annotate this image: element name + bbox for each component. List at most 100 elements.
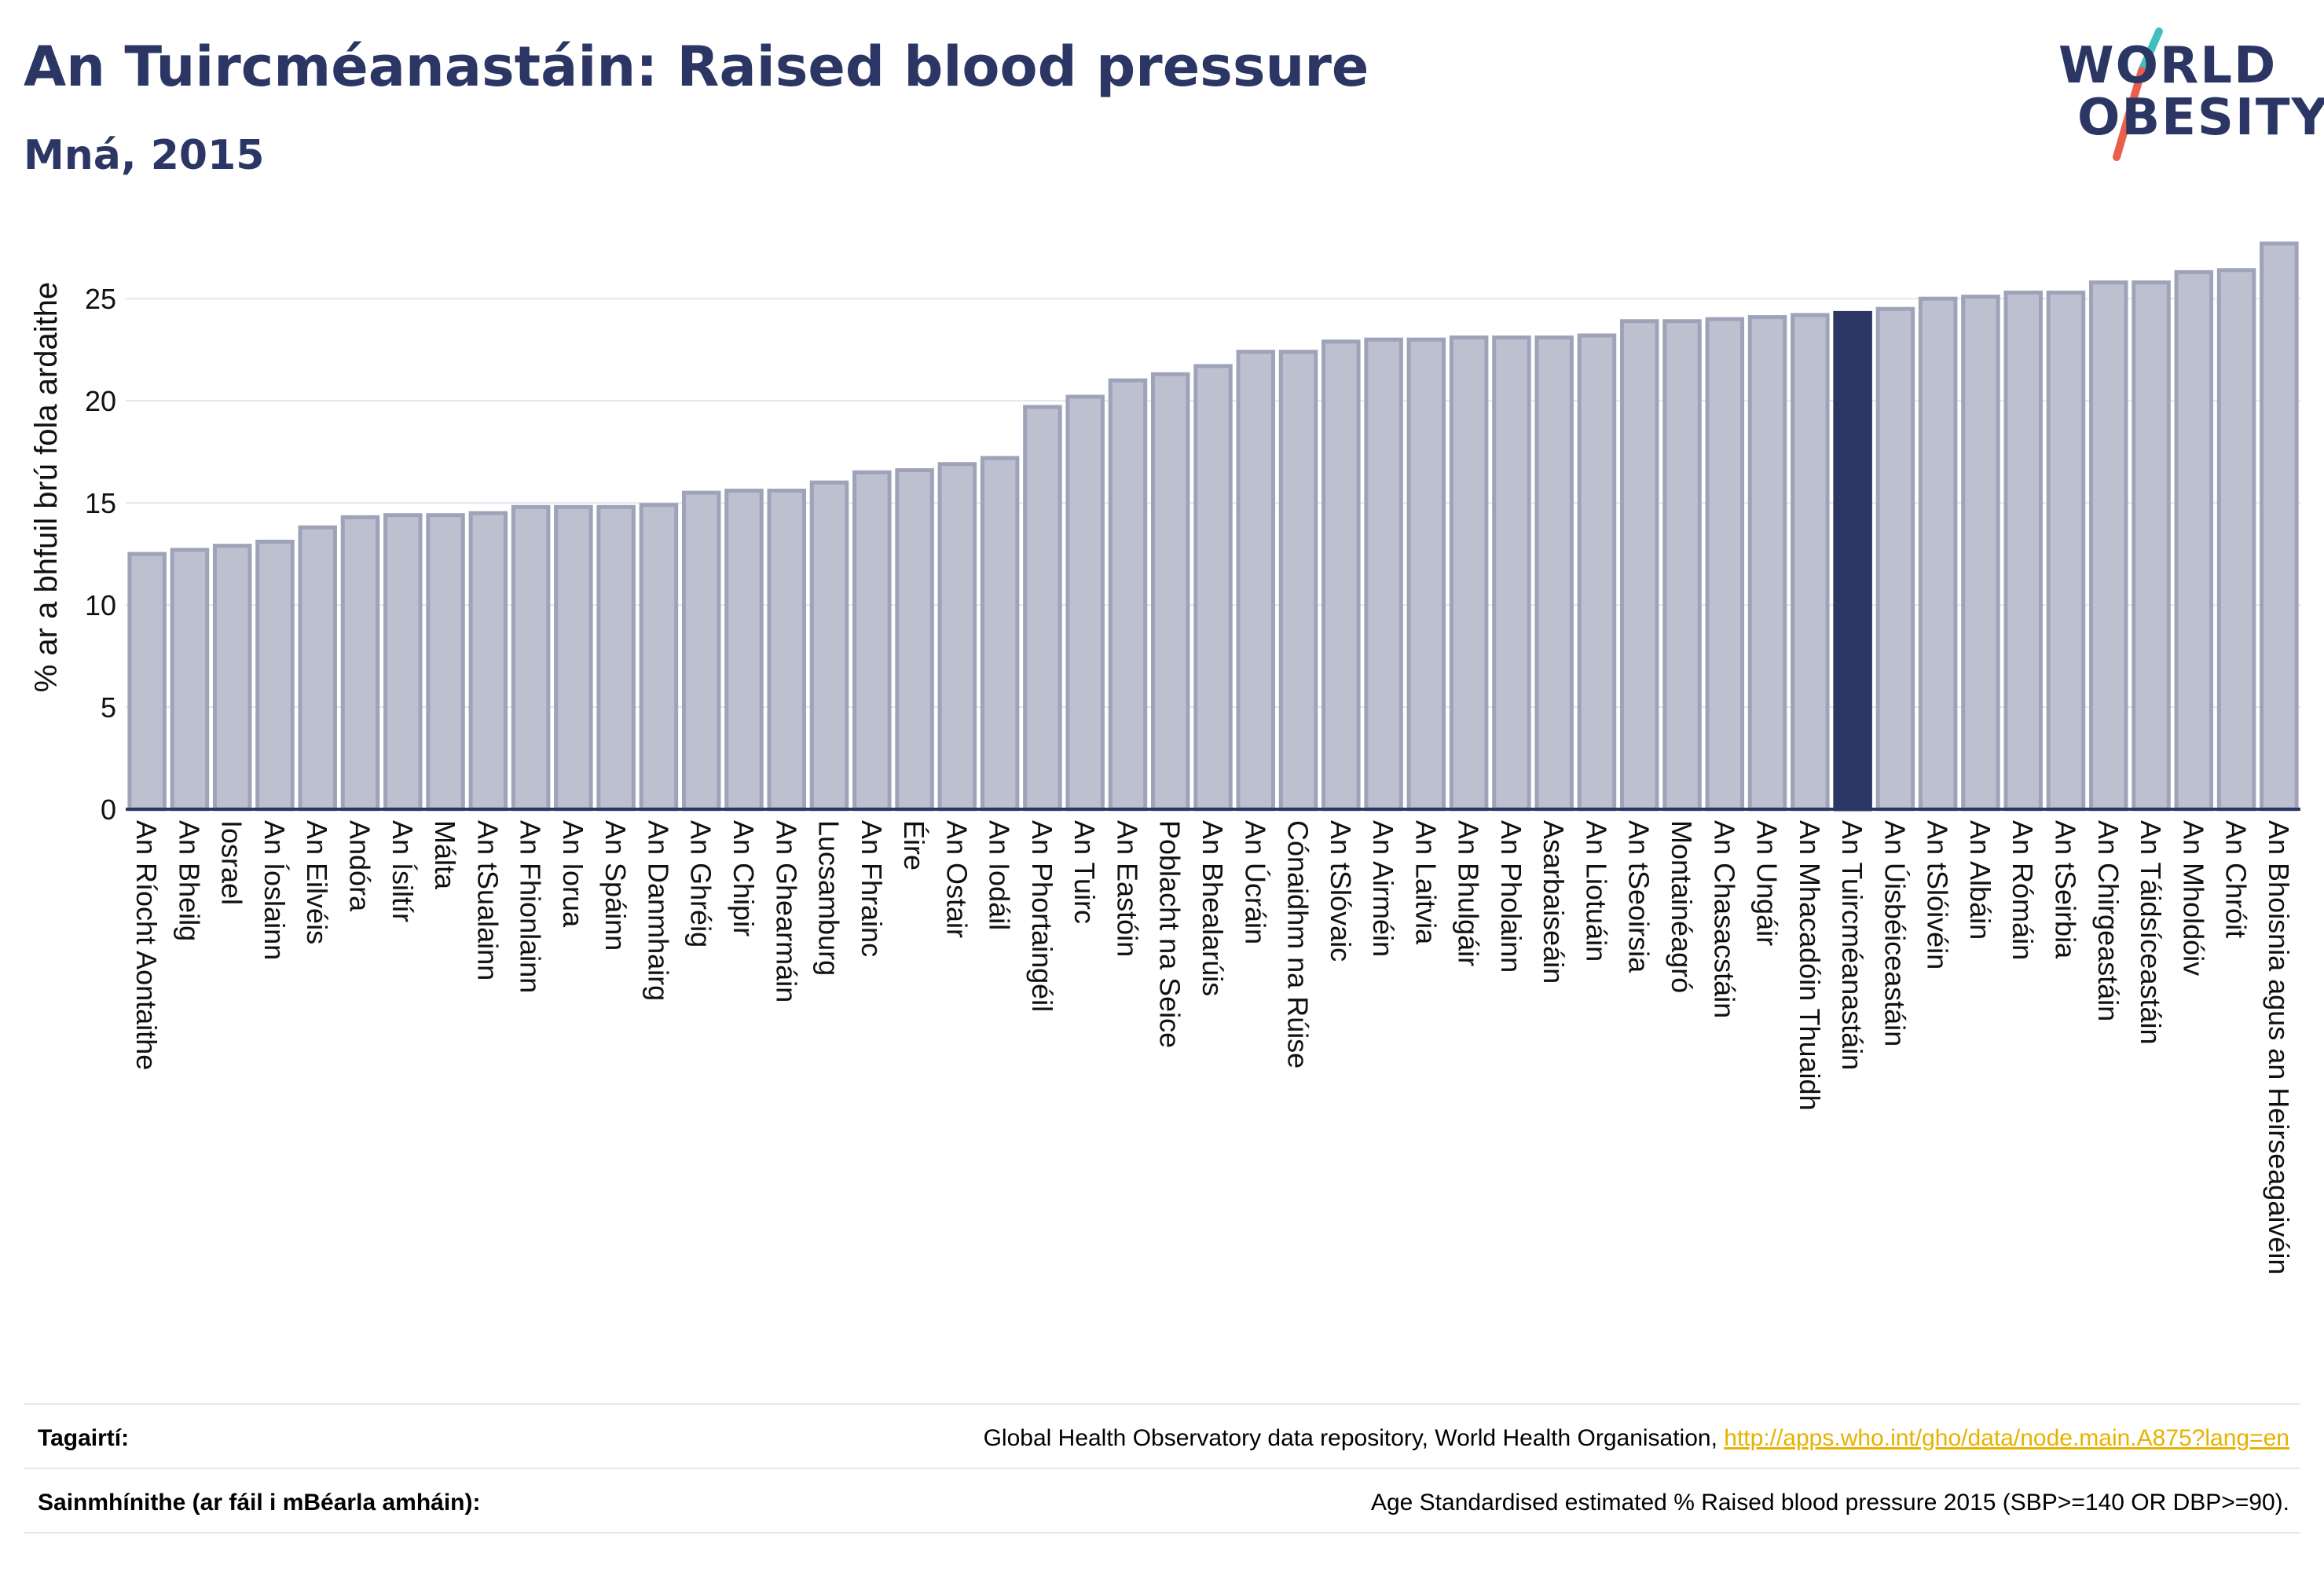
bar[interactable]: [1875, 306, 1915, 812]
category-label: Asarbaiseáin: [1538, 820, 1570, 984]
bar[interactable]: [767, 489, 807, 812]
bar[interactable]: [724, 489, 764, 812]
bar[interactable]: [852, 470, 892, 812]
category-label: An Ghréig: [685, 820, 717, 947]
category-label: An Phortaingéil: [1026, 820, 1058, 1012]
y-tick-label: 15: [85, 487, 116, 519]
bar[interactable]: [1193, 364, 1233, 812]
bar[interactable]: [937, 462, 977, 812]
bar[interactable]: [1406, 337, 1446, 812]
bar[interactable]: [1791, 313, 1830, 812]
references-text: Global Health Observatory data repositor…: [983, 1425, 1725, 1451]
bar[interactable]: [1705, 317, 1745, 812]
bar[interactable]: [2132, 280, 2171, 812]
bar[interactable]: [2089, 280, 2128, 812]
category-label: Andóra: [344, 820, 376, 912]
category-label: An Táidsíceastáin: [2135, 820, 2167, 1045]
bar[interactable]: [255, 539, 295, 812]
category-label: An Chirgeastáin: [2092, 820, 2124, 1021]
bar[interactable]: [1449, 335, 1489, 812]
bar[interactable]: [2046, 290, 2086, 812]
y-tick-label: 5: [101, 691, 116, 724]
bar[interactable]: [1321, 339, 1361, 812]
definitions-label: Sainmhínithe (ar fáil i mBéarla amháin):: [38, 1490, 481, 1516]
bar[interactable]: [1577, 333, 1617, 812]
category-label: An Iorua: [557, 820, 589, 928]
category-label: An tSualainn: [471, 820, 504, 980]
bar[interactable]: [596, 504, 636, 812]
category-label: Poblacht na Seice: [1154, 820, 1186, 1048]
category-label: An Pholainn: [1495, 820, 1527, 973]
bar[interactable]: [1534, 335, 1574, 812]
bar[interactable]: [511, 504, 551, 812]
category-label: An tSlóivéin: [1922, 820, 1954, 969]
bar[interactable]: [1918, 296, 1958, 812]
bar[interactable]: [639, 503, 679, 812]
category-label: An Danmhairg: [642, 820, 674, 1001]
bar[interactable]: [554, 504, 593, 812]
logo-line2: OBESITY: [2077, 89, 2324, 147]
bar[interactable]: [127, 552, 167, 812]
bar[interactable]: [1065, 394, 1105, 812]
category-labels: An Ríocht Aontaithe An Bheilg Iosrael An Ío…: [130, 820, 2295, 1274]
bar[interactable]: [1747, 315, 1787, 812]
category-label: An Ostair: [940, 820, 973, 938]
definitions-row: Sainmhínithe (ar fáil i mBéarla amháin):…: [24, 1468, 2300, 1532]
category-label: An Mholdóiv: [2177, 820, 2209, 976]
category-label: An Úcráin: [1239, 820, 1271, 944]
bar[interactable]: [2003, 290, 2043, 812]
y-tick-label: 20: [85, 385, 116, 417]
references-row: Tagairtí: Global Health Observatory data…: [24, 1403, 2300, 1468]
bar[interactable]: [298, 525, 337, 812]
bar[interactable]: [2174, 269, 2214, 812]
category-label: Lucsamburg: [813, 820, 845, 976]
bar[interactable]: [1278, 350, 1318, 812]
bar[interactable]: [2260, 241, 2299, 812]
bar[interactable]: [383, 513, 423, 812]
bar[interactable]: [1236, 350, 1276, 812]
category-label: An Fhionlainn: [515, 820, 547, 993]
category-label: An Eilvéis: [301, 820, 333, 944]
category-label: An Iodáil: [984, 820, 1016, 930]
bar[interactable]: [2216, 268, 2256, 812]
category-label: An Ghearmáin: [770, 820, 802, 1002]
category-label: An tSeoirsia: [1623, 820, 1655, 973]
world-obesity-logo[interactable]: WORLD OBESITY: [2043, 24, 2324, 165]
bar[interactable]: [1150, 372, 1190, 812]
bar[interactable]: [1364, 337, 1403, 812]
category-label: Cónaidhm na Rúise: [1282, 820, 1314, 1068]
bar[interactable]: [340, 515, 380, 812]
bar[interactable]: [1662, 319, 1702, 812]
category-label: An Ríocht Aontaithe: [130, 820, 163, 1070]
bar[interactable]: [1833, 310, 1872, 812]
bar[interactable]: [681, 490, 721, 812]
category-label: An Ungáir: [1751, 820, 1783, 946]
bar[interactable]: [170, 548, 210, 812]
category-label: An Fhrainc: [856, 820, 888, 957]
bar[interactable]: [980, 456, 1020, 812]
bar[interactable]: [426, 513, 465, 812]
y-axis-label: % ar a bhfuil brú fola ardaithe: [29, 282, 64, 693]
category-label: An Tuirc: [1069, 820, 1101, 924]
bar[interactable]: [1108, 378, 1148, 812]
category-label: Málta: [429, 820, 461, 890]
logo-slash-icon: [2113, 27, 2163, 161]
page-title: An Tuircméanastáin: Raised blood pressur…: [24, 35, 1369, 99]
category-label: An Bhoisnia agus an Heirseagaivéin: [2263, 820, 2295, 1274]
references-link[interactable]: http://apps.who.int/gho/data/node.main.A…: [1724, 1425, 2289, 1451]
bar[interactable]: [809, 480, 849, 812]
category-label: An tSlóvaic: [1325, 820, 1357, 962]
bar[interactable]: [1961, 295, 2000, 812]
bar-chart: 0 5 10 15 20 25 An Ríocht Aontaithe An Bheilg I…: [29, 241, 2300, 1274]
bar[interactable]: [212, 544, 252, 812]
y-tick-label: 10: [85, 589, 116, 621]
bar[interactable]: [1023, 405, 1062, 812]
category-label: An Spáinn: [599, 820, 632, 951]
bars: [127, 241, 2299, 812]
category-label: An Tuircméanastáin: [1836, 820, 1868, 1070]
category-label: An Airméin: [1367, 820, 1399, 957]
bar[interactable]: [1619, 319, 1659, 812]
bar[interactable]: [468, 511, 508, 812]
bar[interactable]: [1492, 335, 1531, 812]
bar[interactable]: [895, 468, 934, 812]
